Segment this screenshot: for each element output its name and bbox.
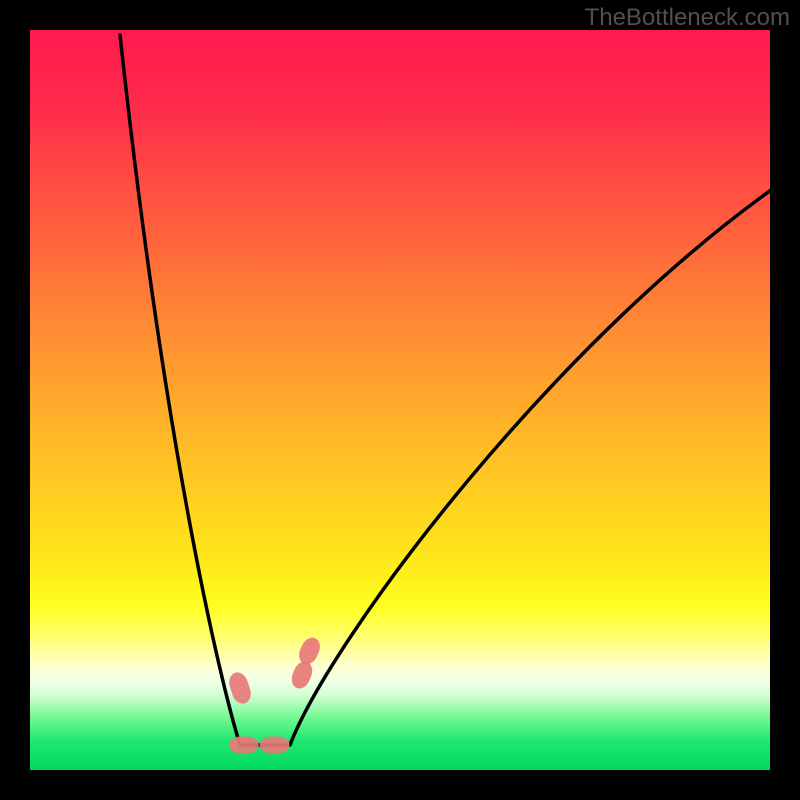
- data-marker: [229, 737, 259, 754]
- plot-area: [30, 30, 770, 770]
- chart-container: TheBottleneck.com: [0, 0, 800, 800]
- watermark-label: TheBottleneck.com: [585, 4, 790, 32]
- bottleneck-chart: [0, 0, 800, 800]
- data-marker: [260, 737, 290, 754]
